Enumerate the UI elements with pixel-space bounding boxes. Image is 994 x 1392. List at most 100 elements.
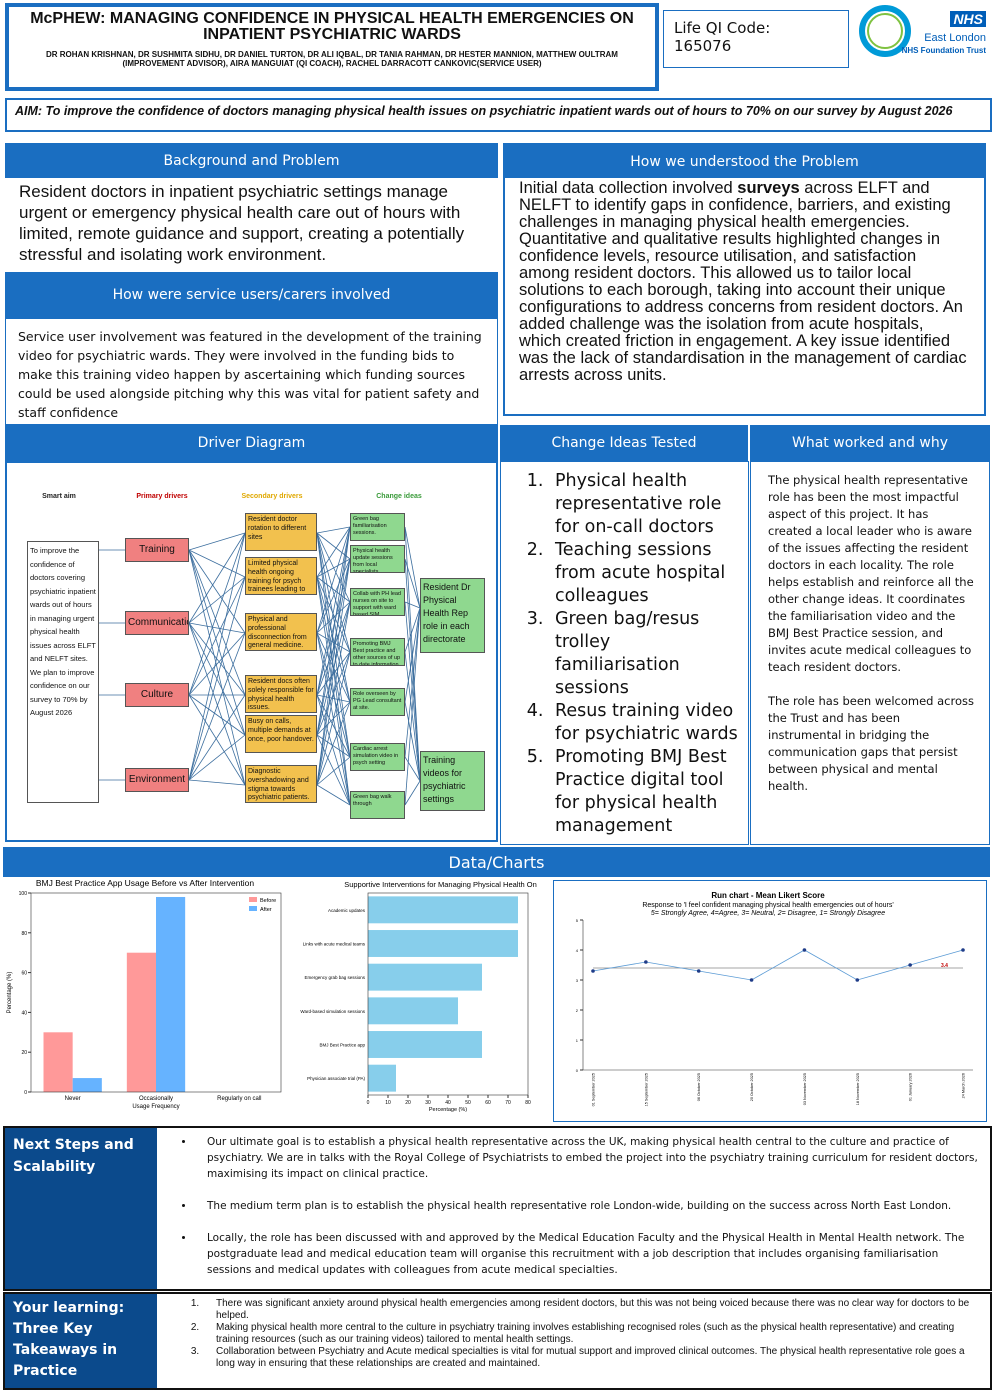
next-step: Locally, the role has been discussed wit… <box>195 1230 983 1278</box>
bar <box>43 1032 73 1092</box>
axes <box>367 892 529 1096</box>
y-tick-label: Emergency grab bag sessions <box>304 975 365 980</box>
x-tick-label: 03 November 2025 <box>803 1073 807 1105</box>
connector <box>316 651 351 786</box>
logo-trust: NHS Foundation Trust <box>901 46 986 55</box>
bar <box>126 952 156 1092</box>
column-label: Smart aim <box>42 493 76 500</box>
connector <box>316 632 351 653</box>
x-tick-label: 18 November 2025 <box>856 1073 860 1105</box>
section-heading: How we understood the Problem <box>505 145 984 178</box>
connector <box>316 526 351 696</box>
chart: Run chart - Mean Likert Score Response to… <box>553 880 987 1122</box>
change-idea: Promoting BMJ Best Practice digital tool… <box>549 746 740 838</box>
takeaway: Collaboration between Psychiatry and Acu… <box>202 1346 970 1370</box>
section-heading: Change Ideas Tested <box>500 425 748 461</box>
bar <box>156 896 186 1092</box>
connector <box>316 601 351 786</box>
y-tick-label: 3 <box>576 978 579 983</box>
x-tick-label: 60 <box>485 1100 491 1106</box>
connector <box>316 734 351 758</box>
x-tick-label: 06 October 2025 <box>697 1073 701 1101</box>
connector <box>188 576 246 624</box>
driver-diagram: Smart aim Primary drivers Secondary driver… <box>5 461 498 842</box>
chart-title: BMJ Best Practice App Usage Before vs Af… <box>36 878 255 888</box>
connector <box>404 558 421 782</box>
y-tick-label: 0 <box>24 1090 27 1096</box>
connector <box>316 558 351 696</box>
connector <box>316 601 351 634</box>
change-idea-box: Role overseen by PG Lead consultant at s… <box>350 688 405 716</box>
x-tick-label: 10 <box>385 1100 391 1106</box>
connector <box>316 558 351 736</box>
bar <box>368 896 518 924</box>
change-idea: Physical health representative role for … <box>549 470 740 539</box>
x-tick-label: 30 <box>425 1100 431 1106</box>
connector <box>316 576 351 703</box>
text-bold: surveys <box>737 179 800 197</box>
connector <box>188 622 246 696</box>
authors: DR ROHAN KRISHNAN, DR SUSHMITA SIDHU, DR… <box>46 50 618 68</box>
x-label: Usage Frequency <box>132 1104 179 1110</box>
chart: BMJ Best Practice App Usage Before vs Af… <box>7 878 282 1110</box>
secondary-driver: Limited physical health ongoing training… <box>245 557 317 595</box>
legend-label: Before <box>260 898 276 904</box>
legend-label: After <box>260 907 272 913</box>
primary-driver: Culture <box>125 683 189 707</box>
change-idea-box: Cardiac arrest simulation video in psych… <box>350 743 405 771</box>
connector <box>188 532 246 696</box>
understood-box: How we understood the Problem Initial da… <box>503 143 986 416</box>
y-tick-label: 4 <box>576 948 579 953</box>
point <box>644 960 648 964</box>
x-tick-label: Regularly on call <box>217 1096 261 1102</box>
y-tick-label: 5 <box>576 918 579 923</box>
worked-box: The physical health representative role … <box>750 461 990 845</box>
connector <box>188 532 246 624</box>
connector <box>404 780 421 806</box>
y-tick-label: Ward-based simulation sessions <box>300 1009 365 1014</box>
change-idea: Teaching sessions from acute hospital co… <box>549 539 740 608</box>
point <box>696 969 701 973</box>
logo: NHS East London NHS Foundation Trust <box>858 3 990 63</box>
connector <box>316 601 351 736</box>
bar <box>368 963 482 991</box>
y-label: Percentage (%) <box>7 972 13 1014</box>
qi-box: Life QI Code: 165076 <box>663 10 849 68</box>
chart-subtitle: Response to 'I feel confident managing p… <box>642 902 893 909</box>
connector <box>404 607 421 758</box>
x-tick-label: Occasionally <box>139 1096 173 1102</box>
outcome-box: Resident Dr Physical Health Rep role in … <box>420 578 485 653</box>
point <box>802 948 807 952</box>
worked-paragraph: The role has been welcomed across the Tr… <box>768 694 974 793</box>
y-tick-label: 40 <box>21 1010 27 1016</box>
connector <box>188 576 246 781</box>
connector <box>404 526 421 609</box>
point <box>908 963 912 967</box>
x-tick-label: 24 March 2026 <box>962 1073 966 1098</box>
connector <box>188 549 246 578</box>
connector <box>316 694 351 703</box>
connector <box>188 622 246 634</box>
change-idea-box: Promoting BMJ Best practice and other so… <box>350 638 405 666</box>
connector <box>188 734 246 781</box>
connector <box>316 526 351 578</box>
section-heading: Your learning: Three Key Takeaways in Pr… <box>5 1294 157 1388</box>
x-tick-label: 01 September 2025 <box>592 1073 596 1106</box>
chart-title: Run chart - Mean Likert Score <box>711 891 825 900</box>
bar <box>368 930 518 957</box>
driver-lines <box>99 526 421 806</box>
connector <box>404 651 421 782</box>
learning: Your learning: Three Key Takeaways in Pr… <box>3 1292 992 1390</box>
section-heading: What worked and why <box>750 425 990 461</box>
y-tick-label: 60 <box>21 971 27 977</box>
next-list: Our ultimate goal is to establish a phys… <box>173 1134 983 1294</box>
y-tick-label: Physician associate trial (PA) <box>307 1076 365 1081</box>
secondary-driver: Resident docs often solely responsible f… <box>245 675 317 713</box>
connector <box>316 532 351 560</box>
next-step: The medium term plan is to establish the… <box>195 1198 983 1214</box>
section-heading: Driver Diagram <box>5 425 498 461</box>
connector <box>188 549 246 634</box>
connector <box>316 526 351 786</box>
run-line <box>592 949 964 981</box>
